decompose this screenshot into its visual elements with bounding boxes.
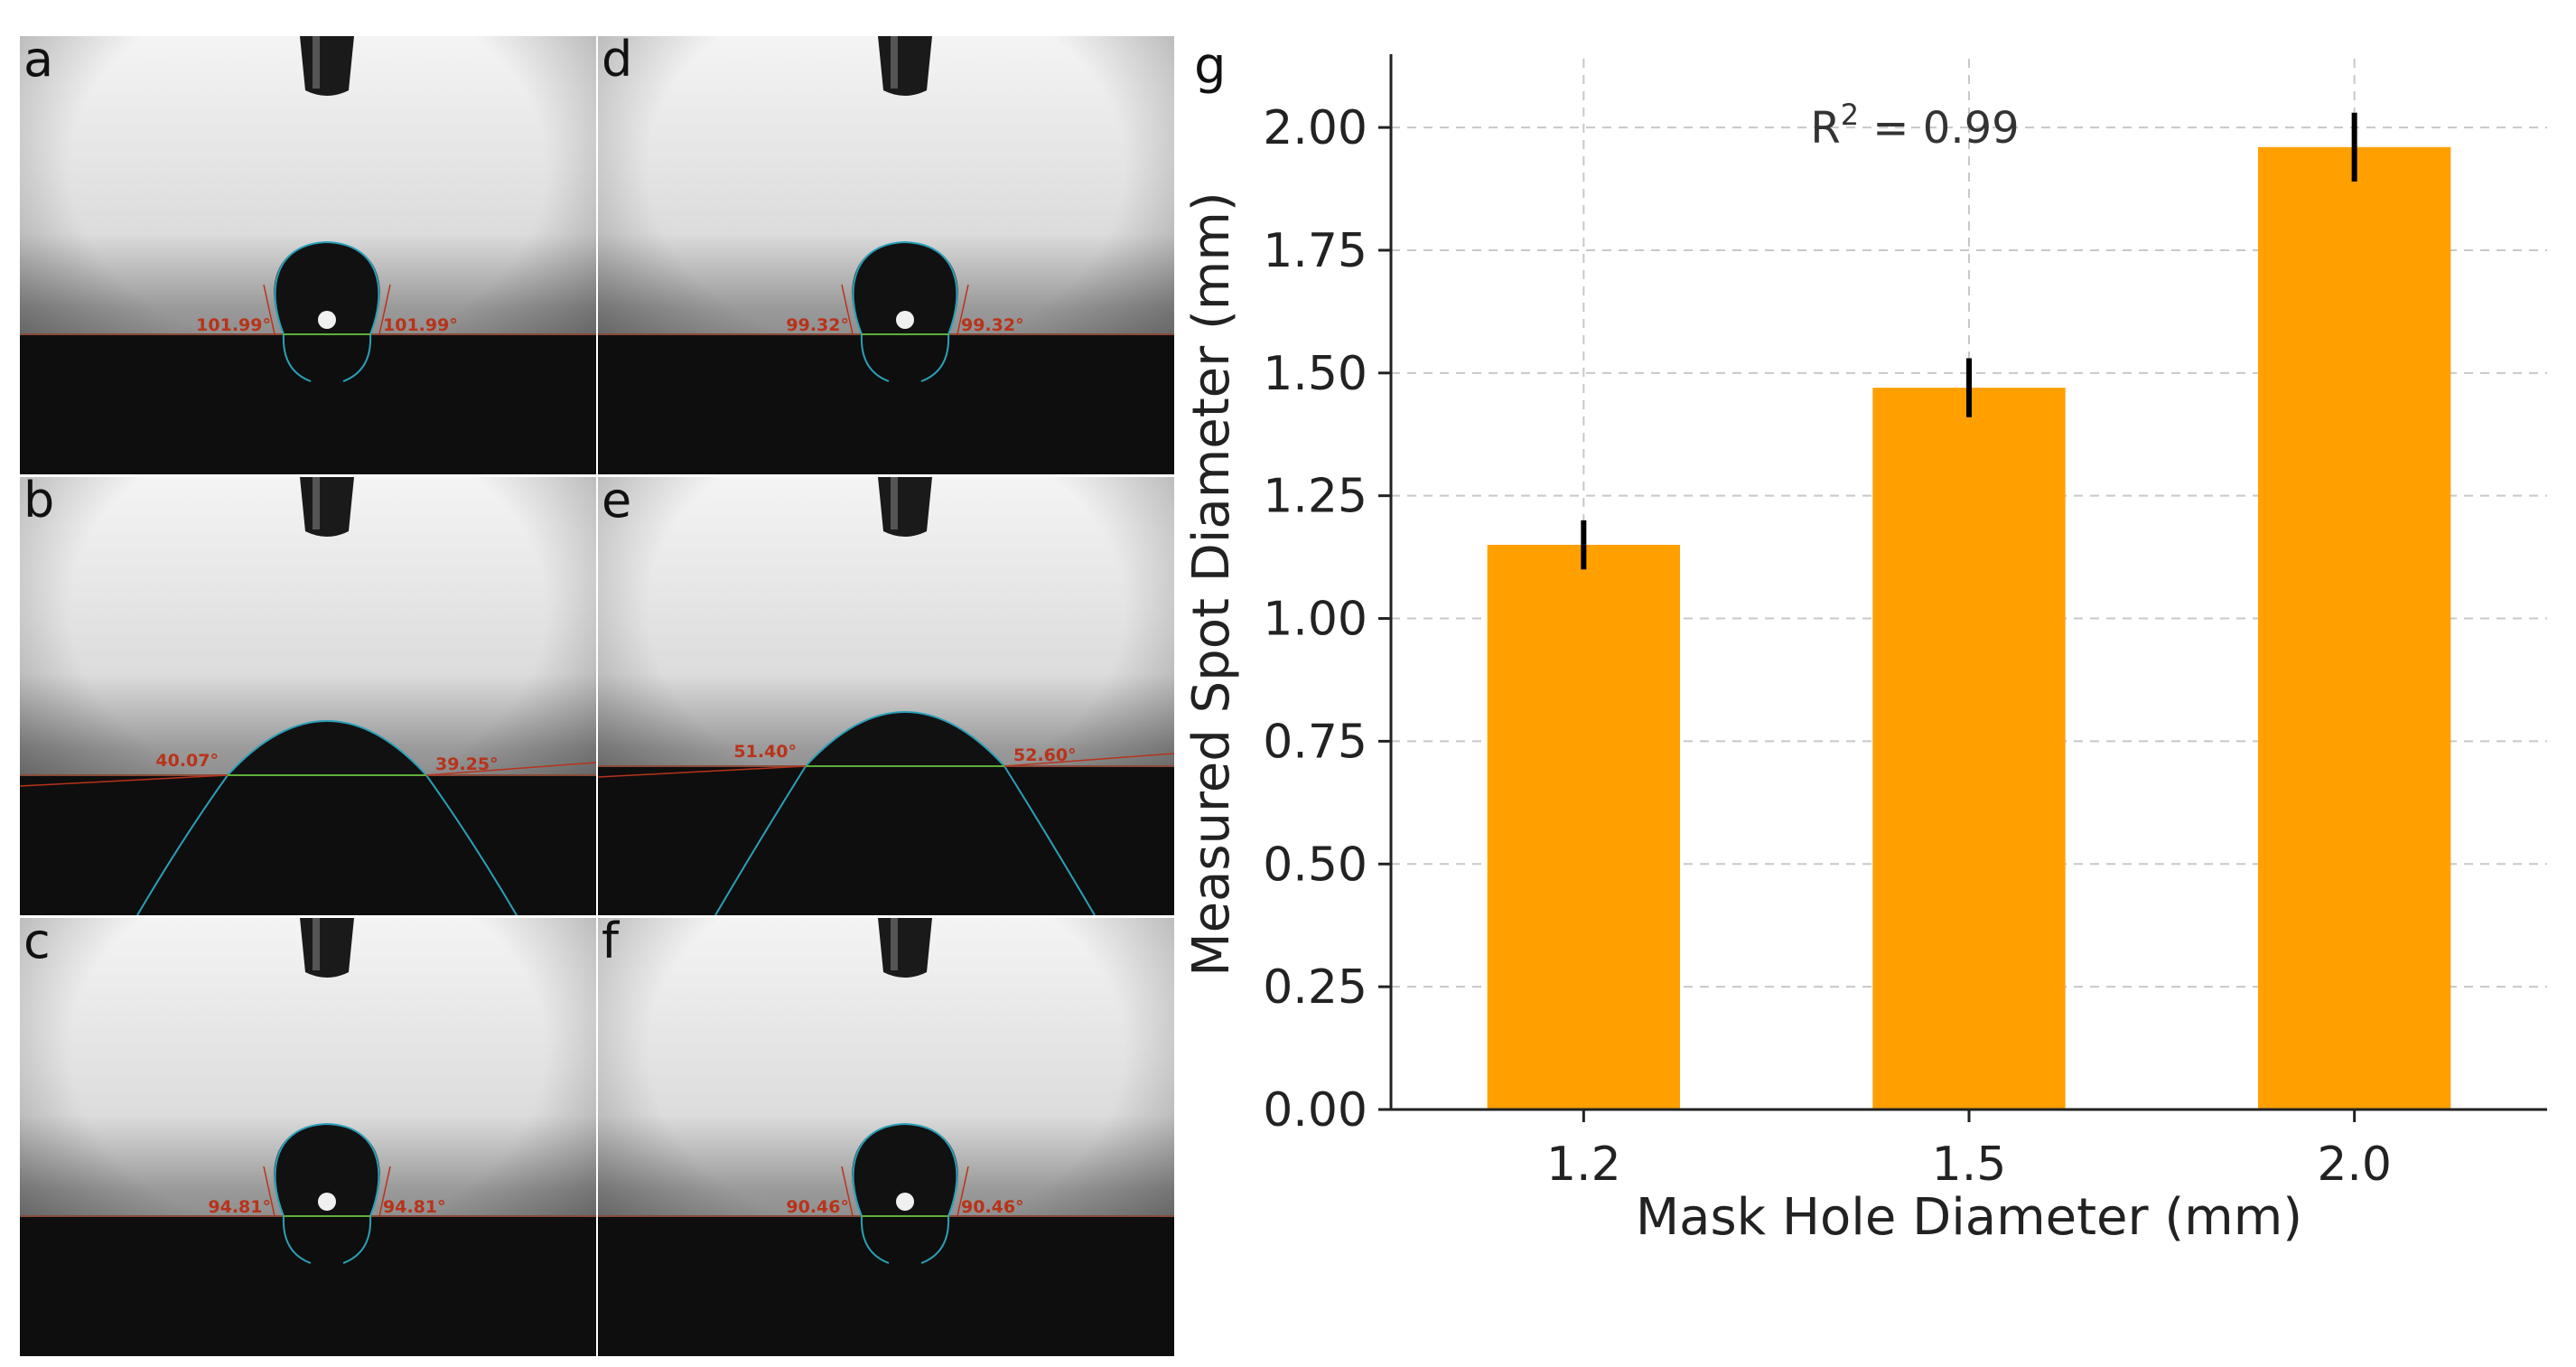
panel-label-e: e [602,477,632,529]
droplet [852,242,958,334]
y-tick-label-0.50: 0.50 [1263,838,1367,892]
left-contact-angle: 99.32° [786,315,849,335]
substrate [598,766,1174,915]
droplet [274,242,380,334]
needle [878,477,932,537]
r-squared-annotation: R2 = 0.99 [1810,98,2019,154]
droplet-image-d: 99.32° 99.32° [598,36,1174,474]
panel-label-c: c [23,918,51,969]
bar-1.2 [1487,545,1680,1110]
r2-prefix: R [1810,103,1840,154]
substrate [598,334,1174,474]
substrate [20,334,596,474]
panel-a: a 101.99° 101.99° [20,36,596,474]
bar-chart: g 0.00 0.25 0.50 0.75 1.00 1.25 1.50 1.75 2.00 1.2… [1182,37,2547,1247]
needle [300,477,354,537]
y-tick-label-0.75: 0.75 [1263,715,1367,769]
right-contact-angle: 101.99° [383,315,458,335]
r2-suffix: = 0.99 [1859,103,2020,154]
right-contact-angle: 90.46° [961,1197,1024,1217]
x-tick-label-2.0: 2.0 [2317,1138,2392,1192]
right-contact-angle: 99.32° [961,315,1024,335]
droplet-image-b: 40.07° 39.25° [20,477,596,915]
right-contact-angle: 94.81° [383,1197,446,1217]
panel-label-b: b [23,477,55,529]
panel-c: c 94.81° 94.81° [20,918,596,1356]
bar-1.5 [1872,388,2066,1110]
x-tick-label-1.5: 1.5 [1932,1138,2007,1192]
panel-label-a: a [23,36,54,88]
panel-b: b 40.07° 39.25° [20,477,596,915]
droplet-image-c: 94.81° 94.81° [20,918,596,1356]
substrate [20,775,596,915]
needle [300,918,354,978]
y-tick-label-1.50: 1.50 [1263,347,1367,401]
droplet [852,1124,958,1216]
needle [878,918,932,978]
y-tick-label-1.00: 1.00 [1263,593,1367,647]
needle [300,36,354,96]
x-axis-label: Mask Hole Diameter (mm) [1636,1188,2302,1247]
right-contact-angle: 39.25° [435,754,499,774]
panel-label-f: f [602,918,620,969]
right-contact-angle: 52.60° [1013,745,1077,765]
panel-label-d: d [602,36,633,88]
left-contact-angle: 40.07° [155,751,219,771]
r2-superscript: 2 [1841,98,1859,132]
droplet-image-e: 51.40° 52.60° [598,477,1174,915]
droplet-image-f: 90.46° 90.46° [598,918,1174,1356]
panel-e: e 51.40° 52.60° [598,477,1174,915]
substrate [20,1216,596,1356]
substrate [598,1216,1174,1356]
needle [878,36,932,96]
left-contact-angle: 94.81° [208,1197,271,1217]
y-tick-label-2.00: 2.00 [1263,101,1367,155]
left-contact-angle: 90.46° [786,1197,849,1217]
panel-label-g: g [1194,37,1227,96]
bar-2.0 [2258,146,2451,1110]
y-tick-label-0.00: 0.00 [1263,1083,1367,1138]
y-tick-label-1.25: 1.25 [1263,470,1367,524]
left-contact-angle: 101.99° [196,315,271,335]
x-tick-label-1.2: 1.2 [1546,1138,1621,1192]
y-tick-label-1.75: 1.75 [1263,224,1367,278]
left-contact-angle: 51.40° [733,742,797,762]
droplet-image-a: 101.99° 101.99° [20,36,596,474]
y-tick-label-0.25: 0.25 [1263,960,1367,1015]
y-axis-label: Measured Spot Diameter (mm) [1182,192,1241,977]
panel-d: d 99.32° 99.32° [598,36,1174,474]
droplet [274,1124,380,1216]
panel-f: f 90.46° 90.46° [598,918,1174,1356]
